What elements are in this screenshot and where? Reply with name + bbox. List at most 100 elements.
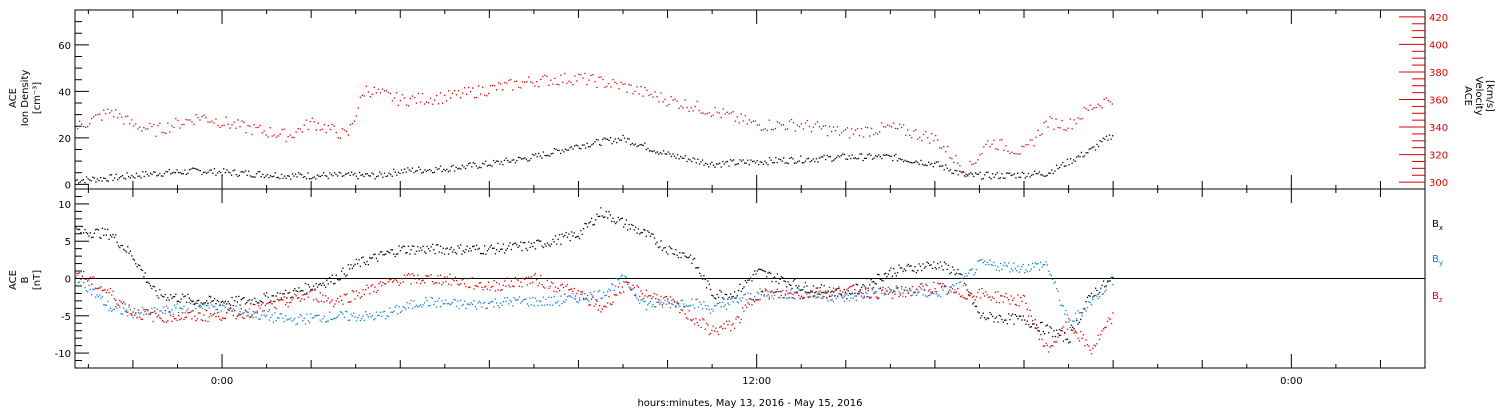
data-point bbox=[286, 297, 288, 299]
data-point bbox=[419, 101, 422, 103]
data-point bbox=[323, 301, 325, 303]
data-point bbox=[1094, 345, 1097, 347]
data-point bbox=[923, 288, 926, 291]
data-point bbox=[1049, 116, 1051, 118]
data-point bbox=[943, 261, 946, 263]
data-point bbox=[735, 297, 737, 300]
data-point bbox=[712, 164, 715, 166]
data-point bbox=[855, 295, 857, 297]
data-point bbox=[217, 124, 219, 127]
data-point bbox=[377, 314, 379, 317]
data-point bbox=[776, 121, 778, 123]
data-point bbox=[1071, 162, 1073, 164]
data-point bbox=[363, 95, 365, 97]
data-point bbox=[261, 132, 263, 134]
data-point bbox=[678, 107, 680, 109]
data-point bbox=[926, 164, 928, 167]
data-point bbox=[631, 223, 633, 226]
data-point bbox=[536, 81, 538, 83]
data-point bbox=[1104, 286, 1106, 288]
data-point bbox=[738, 316, 740, 318]
data-point bbox=[645, 289, 647, 291]
data-point bbox=[784, 294, 787, 296]
series-bz bbox=[75, 270, 1114, 355]
data-point bbox=[1098, 296, 1101, 298]
data-point bbox=[806, 120, 809, 122]
data-point bbox=[701, 278, 704, 280]
data-point bbox=[644, 87, 646, 89]
data-point bbox=[758, 293, 760, 295]
imf-axis-label-line2: B bbox=[20, 276, 31, 283]
data-point bbox=[778, 291, 780, 293]
data-point bbox=[513, 285, 515, 288]
data-point bbox=[700, 303, 702, 305]
data-point bbox=[1046, 264, 1048, 266]
data-point bbox=[641, 144, 643, 146]
data-point bbox=[1057, 336, 1059, 338]
data-point bbox=[955, 155, 957, 157]
data-point bbox=[255, 173, 258, 175]
data-point bbox=[259, 307, 261, 309]
data-point bbox=[677, 304, 680, 306]
data-point bbox=[349, 124, 351, 126]
data-point bbox=[609, 290, 611, 292]
data-point bbox=[229, 172, 231, 174]
data-point bbox=[589, 146, 591, 148]
data-point bbox=[121, 244, 124, 247]
data-point bbox=[903, 124, 905, 126]
data-point bbox=[744, 115, 746, 117]
data-point bbox=[349, 174, 351, 176]
data-point bbox=[659, 303, 661, 305]
data-point bbox=[1038, 171, 1040, 173]
data-point bbox=[101, 290, 103, 292]
data-point bbox=[474, 162, 476, 165]
data-point bbox=[298, 287, 300, 289]
data-point bbox=[568, 80, 570, 82]
data-point bbox=[905, 286, 907, 289]
data-point bbox=[1085, 310, 1087, 312]
data-point bbox=[934, 288, 936, 290]
data-point bbox=[438, 282, 440, 284]
data-point bbox=[565, 231, 567, 234]
data-point bbox=[608, 139, 610, 141]
data-point bbox=[580, 291, 582, 293]
data-point bbox=[132, 258, 134, 260]
data-point bbox=[627, 283, 629, 286]
data-point bbox=[607, 217, 609, 219]
data-point bbox=[848, 155, 850, 157]
data-point bbox=[315, 178, 317, 180]
data-point bbox=[341, 311, 343, 313]
data-point bbox=[206, 172, 208, 174]
data-point bbox=[706, 163, 708, 166]
data-point bbox=[581, 293, 583, 295]
data-point bbox=[210, 313, 212, 315]
data-point bbox=[153, 310, 156, 312]
data-point bbox=[133, 308, 136, 310]
data-point bbox=[320, 321, 323, 323]
data-point bbox=[572, 290, 574, 292]
data-point bbox=[877, 273, 879, 276]
data-point bbox=[224, 317, 226, 319]
data-point bbox=[1032, 320, 1034, 322]
data-point bbox=[142, 171, 144, 173]
data-point bbox=[977, 173, 980, 175]
data-point bbox=[202, 307, 204, 310]
data-point bbox=[357, 295, 359, 297]
data-point bbox=[308, 321, 311, 324]
data-point bbox=[720, 166, 722, 168]
data-point bbox=[1036, 327, 1038, 329]
data-point bbox=[160, 294, 162, 296]
data-point bbox=[299, 313, 301, 316]
data-point bbox=[350, 301, 352, 303]
data-point bbox=[1096, 343, 1098, 345]
data-point bbox=[848, 292, 851, 295]
data-point bbox=[574, 295, 577, 297]
data-point bbox=[917, 269, 919, 272]
data-point bbox=[862, 293, 864, 295]
data-point bbox=[521, 158, 523, 160]
data-point bbox=[838, 286, 840, 288]
data-point bbox=[1013, 297, 1015, 299]
data-point bbox=[949, 169, 952, 171]
data-point bbox=[573, 232, 575, 234]
